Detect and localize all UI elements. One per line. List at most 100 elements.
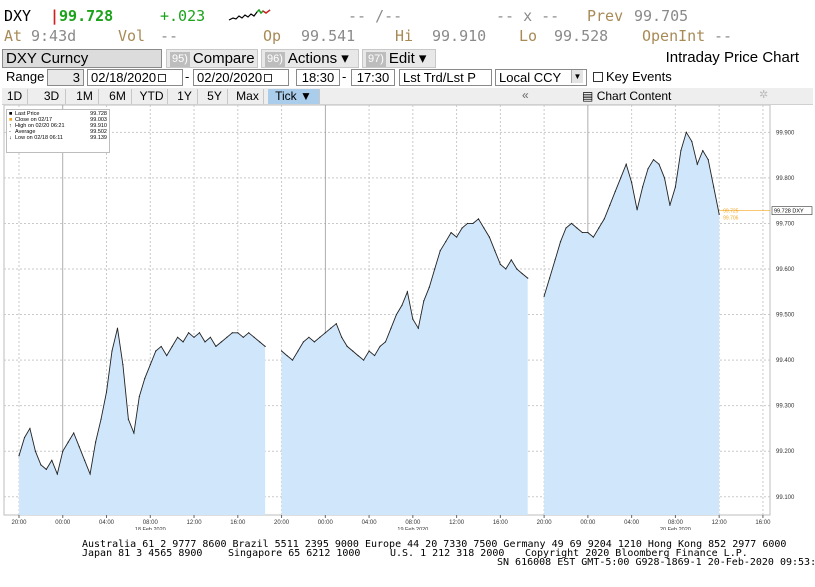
openint-label: OpenInt [642, 27, 706, 45]
low-label: Lo [519, 27, 538, 45]
start-time-field[interactable]: 18:30 [296, 69, 340, 86]
data-point [182, 341, 184, 343]
data-point [412, 318, 414, 320]
date-label: 18 Feb 2020 [135, 527, 166, 530]
data-point [631, 181, 633, 184]
prev-label: Prev [587, 7, 624, 25]
x-tick-label: 00:00 [55, 520, 71, 526]
data-point [406, 291, 408, 293]
tab-1y[interactable]: 1Y [172, 89, 198, 104]
data-point [663, 177, 666, 179]
end-date-field[interactable]: 02/20/2020 [193, 69, 289, 86]
range-days-field[interactable]: 3 [47, 69, 84, 86]
data-point [346, 345, 348, 348]
end-time-field[interactable]: 17:30 [351, 69, 395, 86]
collapse-chevron-icon[interactable]: « [522, 88, 529, 102]
date-label: 19 Feb 2020 [397, 527, 428, 530]
data-point [352, 350, 354, 352]
data-point [62, 450, 64, 452]
chevron-down-icon[interactable]: ▼ [571, 70, 583, 83]
chart-content-button[interactable]: ▤ Chart Content [582, 88, 762, 104]
period-tab-bar: 1D 3D 1M 6M YTD 1Y 5Y Max Tick ▼ « ▤ Cha… [2, 88, 813, 105]
calendar-icon[interactable] [158, 74, 167, 82]
open-value: 99.541 [301, 27, 356, 45]
legend-label: Low on 02/18 06:11 [15, 135, 63, 141]
data-point [138, 395, 140, 398]
open-label: Op [263, 27, 282, 45]
calendar-icon[interactable] [264, 74, 273, 82]
data-point [297, 350, 299, 352]
footer-session-info: SN 616008 EST GMT-5:00 G928-1869-1 20-Fe… [497, 557, 815, 568]
checkbox-icon[interactable] [593, 72, 603, 82]
data-point [144, 377, 146, 379]
legend-label: Last Price [15, 111, 40, 117]
data-point [395, 313, 398, 316]
data-point [713, 186, 715, 188]
footer-copyright: Copyright 2020 Bloomberg Finance L.P. [525, 548, 748, 559]
data-point [417, 327, 419, 329]
start-date-field[interactable]: 02/18/2020 [87, 69, 183, 86]
edit-label: Edit ▾ [388, 50, 427, 67]
key-events-toggle[interactable]: Key Events [590, 69, 675, 86]
data-point [707, 159, 709, 161]
edit-shortcut: 97) [366, 52, 386, 67]
currency-value: Local CCY [499, 70, 562, 85]
last-price: |99.728 [50, 7, 114, 25]
legend-row-low: ↓ Low on 02/18 06:11 99.139 [9, 135, 107, 141]
data-point [592, 236, 594, 238]
range-label: Range [6, 69, 45, 84]
data-point [477, 218, 480, 220]
data-point [521, 272, 523, 275]
data-point [166, 354, 168, 357]
tab-tick[interactable]: Tick ▼ [268, 89, 320, 104]
data-point [445, 241, 447, 243]
data-point [483, 227, 485, 229]
data-point [133, 432, 135, 434]
edit-button[interactable]: 97) Edit ▾ [362, 49, 436, 68]
data-point [625, 163, 627, 165]
data-point [264, 345, 266, 348]
compare-button[interactable]: 95) Compare [166, 49, 258, 68]
legend-label: Close on 02/17 [15, 117, 52, 123]
data-point [423, 300, 425, 302]
actions-button[interactable]: 96) Actions ▾ [261, 49, 359, 68]
data-point [204, 341, 206, 343]
start-date-value: 02/18/2020 [91, 70, 157, 85]
sparkline-icon [228, 6, 272, 28]
tab-max[interactable]: Max [232, 89, 264, 104]
page-title: Intraday Price Chart [665, 49, 799, 66]
tab-1m[interactable]: 1M [71, 89, 99, 104]
tab-ytd[interactable]: YTD [136, 89, 168, 104]
data-point [259, 341, 261, 343]
end-date-value: 02/20/2020 [197, 70, 263, 85]
data-point [335, 323, 337, 325]
data-point [313, 341, 315, 343]
trade-type-select[interactable]: Lst Trd/Lst P [399, 69, 492, 86]
data-point [67, 441, 69, 443]
tab-3d[interactable]: 3D [38, 89, 66, 104]
data-point [636, 209, 638, 211]
dash-icon: - [9, 129, 11, 135]
tab-6m[interactable]: 6M [104, 89, 132, 104]
data-point [127, 418, 129, 420]
security-field[interactable]: DXY Curncy [2, 49, 162, 68]
data-point [390, 327, 392, 329]
data-point [177, 336, 179, 338]
tab-5y[interactable]: 5Y [202, 89, 228, 104]
tab-1d[interactable]: 1D [2, 89, 28, 104]
legend-value: 99.502 [90, 129, 107, 135]
data-point [116, 327, 119, 329]
marker-label: 99.725 [723, 209, 739, 215]
price-chart[interactable]: 99.100 99.200 99.300 99.400 99.500 99.600 99.7… [0, 105, 815, 530]
data-point [587, 231, 589, 234]
currency-select[interactable]: Local CCY ▼ [495, 69, 587, 86]
price-line [18, 328, 266, 476]
data-point [456, 236, 458, 238]
gear-icon[interactable]: ✲ [759, 89, 769, 101]
data-point [341, 336, 343, 338]
data-point [105, 391, 108, 393]
x-tick-label: 08:00 [405, 520, 421, 526]
x-tick-label: 12:00 [449, 520, 465, 526]
data-point [308, 336, 310, 338]
chart-legend[interactable]: ■ Last Price 99.728 ■ Close on 02/17 99.003 … [6, 109, 110, 153]
